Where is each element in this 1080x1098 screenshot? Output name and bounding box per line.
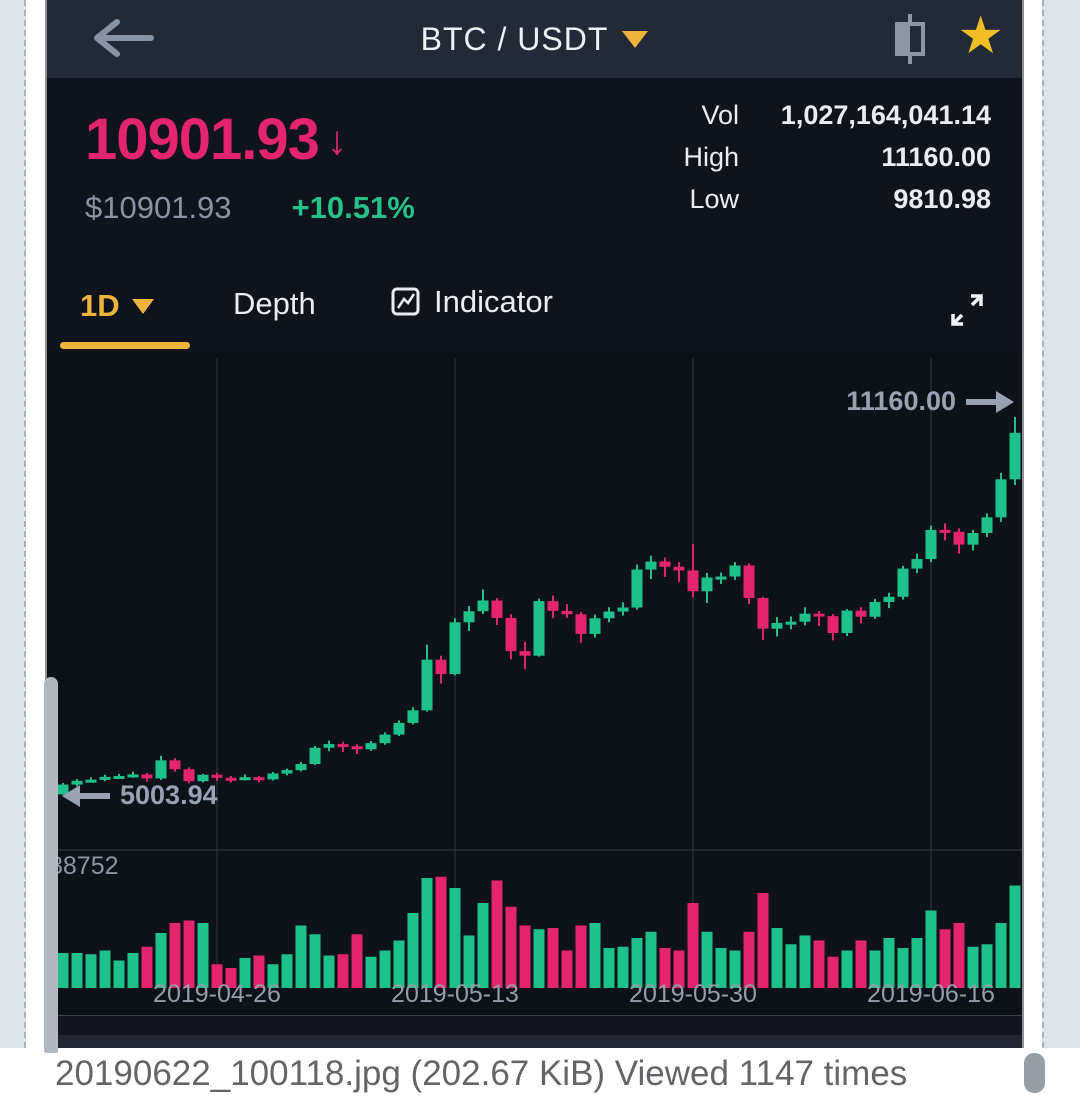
top-bar: BTC / USDT ★ <box>47 0 1022 78</box>
tab-interval-1d[interactable]: 1D <box>80 288 154 324</box>
indicator-icon <box>391 287 420 316</box>
sub-price-row: $10901.93 +10.51% <box>85 190 415 226</box>
chevron-down-icon <box>131 298 154 314</box>
tab-depth[interactable]: Depth <box>233 286 316 321</box>
stat-value-low: 9810.98 <box>893 184 991 214</box>
x-axis-label: 2019-05-30 <box>629 980 757 1008</box>
low-marker-value: 5003.94 <box>120 780 218 810</box>
last-price: 10901.93 <box>85 107 320 172</box>
stat-label-vol: Vol <box>701 100 739 130</box>
active-tab-underline <box>60 342 190 349</box>
last-price-row: 10901.93 ↓ <box>85 106 347 173</box>
interval-label: 1D <box>80 288 120 323</box>
top-bar-actions: ★ <box>889 0 1004 78</box>
page-scrollbar-thumb[interactable] <box>1024 1053 1045 1093</box>
x-axis-label: 2019-05-13 <box>391 980 519 1008</box>
screenshot-bottom-strip <box>47 1016 1022 1048</box>
attachment-caption: 20190622_100118.jpg (202.67 KiB) Viewed … <box>55 1054 908 1093</box>
candlestick-chart[interactable]: 11160.00 5003.94 88752 2019-04-26 2019-05… <box>47 352 1022 1016</box>
low-price-marker: 5003.94 <box>62 780 218 811</box>
fullscreen-button[interactable] <box>948 290 986 335</box>
back-arrow-icon <box>94 19 154 57</box>
btc-usdt-chart-screenshot: BTC / USDT ★ 10901.93 ↓ $10901.93 <box>45 0 1024 1048</box>
editor-left-margin <box>0 0 26 1098</box>
stat-label-high: High <box>683 142 739 172</box>
volume-axis-max-label: 88752 <box>49 852 119 880</box>
candlestick-chart-svg <box>47 358 1022 988</box>
fiat-price: $10901.93 <box>85 190 232 225</box>
favorite-star-icon[interactable]: ★ <box>957 7 1004 65</box>
pair-title-label: BTC / USDT <box>420 20 609 57</box>
attachment-caption-bar: 20190622_100118.jpg (202.67 KiB) Viewed … <box>0 1048 1080 1098</box>
x-axis-label: 2019-04-26 <box>153 980 281 1008</box>
pair-selector[interactable]: BTC / USDT <box>47 0 1022 78</box>
back-button[interactable] <box>87 12 167 64</box>
navigation-hint-strip <box>47 1035 1022 1048</box>
x-axis-label: 2019-06-16 <box>867 980 995 1008</box>
chevron-down-icon <box>622 30 649 48</box>
tab-indicator[interactable]: Indicator <box>391 284 553 320</box>
expand-icon <box>951 294 983 326</box>
market-stats: Vol 1,027,164,041.14 High 11160.00 Low 9… <box>683 100 991 215</box>
chart-tab-bar: 1D Depth Indicator <box>47 270 1022 352</box>
change-percent: +10.51% <box>291 190 415 225</box>
stat-value-vol: 1,027,164,041.14 <box>780 100 991 130</box>
stat-label-low: Low <box>689 184 739 214</box>
candlestick-view-icon[interactable] <box>889 12 931 66</box>
indicator-label: Indicator <box>434 284 553 319</box>
price-panel: 10901.93 ↓ $10901.93 +10.51% Vol 1,027,1… <box>47 78 1022 270</box>
stat-value-high: 11160.00 <box>881 142 991 172</box>
arrow-left-icon <box>62 784 110 807</box>
editor-right-margin <box>1042 0 1080 1098</box>
high-price-marker: 11160.00 <box>846 386 1014 417</box>
arrow-right-icon <box>966 390 1014 413</box>
high-marker-value: 11160.00 <box>846 386 956 416</box>
price-direction-down-icon: ↓ <box>326 119 347 163</box>
vertical-scrollbar-thumb[interactable] <box>44 677 58 1053</box>
